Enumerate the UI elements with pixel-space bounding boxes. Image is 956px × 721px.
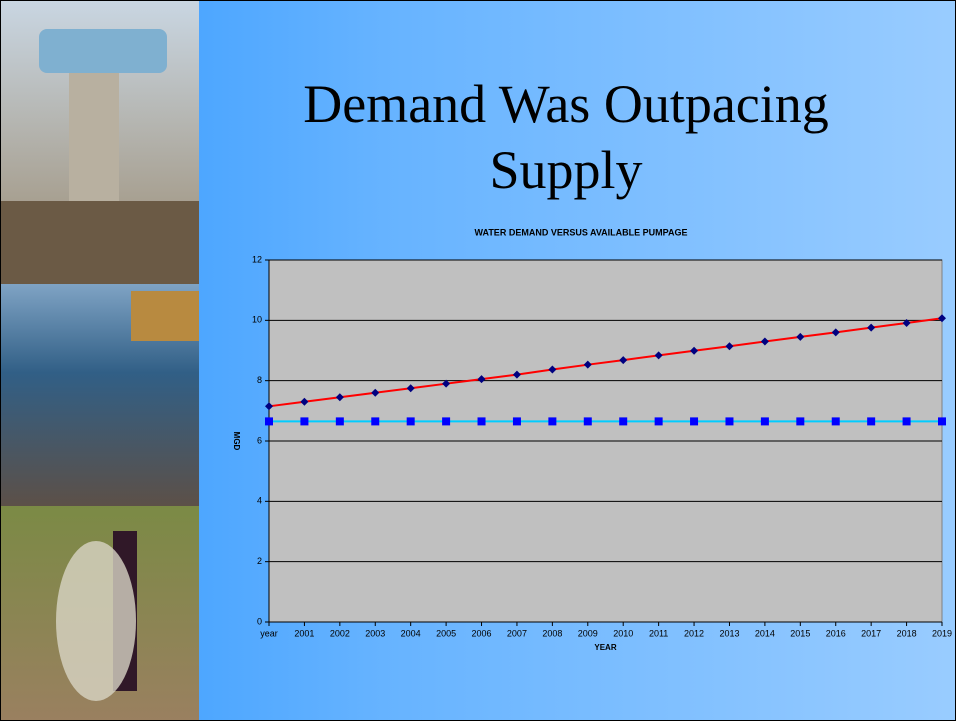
x-tick-label: 2014 [755, 628, 775, 638]
marker [548, 417, 556, 425]
marker [442, 417, 450, 425]
x-tick-label: 2012 [684, 628, 704, 638]
y-tick-label: 8 [257, 375, 262, 385]
x-tick-label: 2008 [542, 628, 562, 638]
x-tick-label: year [260, 628, 278, 638]
x-tick-label: 2007 [507, 628, 527, 638]
x-tick-label: 2001 [294, 628, 314, 638]
x-tick-label: 2018 [897, 628, 917, 638]
y-tick-label: 4 [257, 496, 262, 506]
marker [300, 417, 308, 425]
x-tick-label: 2019 [932, 628, 952, 638]
y-tick-label: 0 [257, 616, 262, 626]
x-tick-label: 2003 [365, 628, 385, 638]
x-tick-label: 2016 [826, 628, 846, 638]
x-tick-label: 2005 [436, 628, 456, 638]
marker [655, 417, 663, 425]
x-tick-label: 2009 [578, 628, 598, 638]
marker [938, 417, 946, 425]
x-tick-label: 2010 [613, 628, 633, 638]
x-axis-label: YEAR [594, 643, 616, 652]
marker [867, 417, 875, 425]
marker [371, 417, 379, 425]
x-tick-label: 2015 [790, 628, 810, 638]
y-tick-label: 6 [257, 435, 262, 445]
x-tick-label: 2006 [472, 628, 492, 638]
marker [832, 417, 840, 425]
marker [619, 417, 627, 425]
x-tick-label: 2002 [330, 628, 350, 638]
x-tick-label: 2004 [401, 628, 421, 638]
y-tick-label: 12 [252, 254, 262, 264]
marker [584, 417, 592, 425]
marker [761, 417, 769, 425]
slide: Demand Was Outpacing Supply WATER DEMAND… [0, 0, 956, 721]
x-tick-label: 2011 [649, 628, 668, 638]
marker [265, 417, 273, 425]
marker [725, 417, 733, 425]
marker [336, 417, 344, 425]
chart-title: WATER DEMAND VERSUS AVAILABLE PUMPAGE [474, 227, 687, 237]
marker [796, 417, 804, 425]
x-tick-label: 2017 [861, 628, 881, 638]
y-tick-label: 10 [252, 315, 262, 325]
marker [903, 417, 911, 425]
y-tick-label: 2 [257, 556, 262, 566]
y-axis-label: MGD [232, 432, 241, 451]
marker [690, 417, 698, 425]
marker [407, 417, 415, 425]
x-tick-label: 2013 [719, 628, 739, 638]
marker [513, 417, 521, 425]
chart: WATER DEMAND VERSUS AVAILABLE PUMPAGE 0 2 4… [1, 1, 956, 721]
marker [478, 417, 486, 425]
